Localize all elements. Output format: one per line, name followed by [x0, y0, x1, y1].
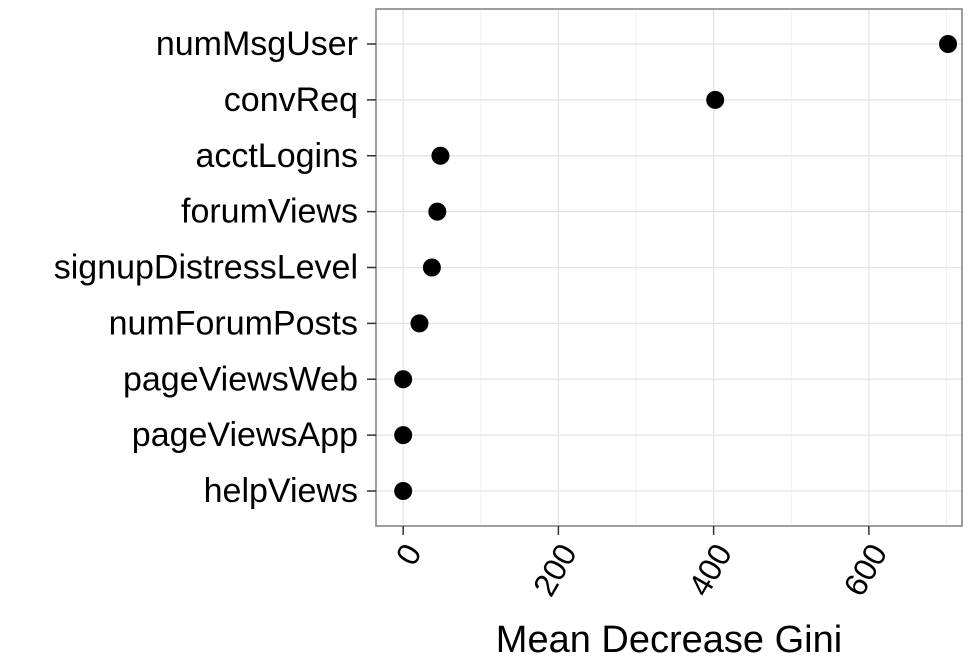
- y-axis-category-labels: numMsgUser convReq acctLogins forumViews sig…: [54, 25, 358, 510]
- x-axis-tick-labels: 0 200 400 600: [388, 538, 894, 602]
- y-category-label: numMsgUser: [156, 25, 358, 63]
- data-point: [939, 35, 958, 53]
- y-category-label: pageViewsWeb: [123, 360, 358, 398]
- y-category-label: signupDistressLevel: [54, 249, 358, 287]
- gridlines: [376, 9, 962, 526]
- x-tick-label: 600: [836, 538, 894, 602]
- x-tick-label: 200: [526, 538, 584, 602]
- x-tick-label: 400: [681, 538, 739, 602]
- data-points: [394, 35, 958, 500]
- y-category-label: helpViews: [204, 472, 358, 510]
- data-point: [431, 146, 450, 165]
- data-point: [410, 314, 429, 333]
- data-point: [422, 258, 441, 277]
- x-axis-title: Mean Decrease Gini: [496, 619, 842, 659]
- y-category-label: acctLogins: [195, 137, 358, 175]
- y-category-label: convReq: [224, 81, 358, 119]
- y-category-label: pageViewsApp: [132, 416, 358, 454]
- y-category-label: numForumPosts: [109, 304, 358, 342]
- data-point: [394, 370, 413, 389]
- x-tick-label: 0: [388, 538, 428, 571]
- data-point: [394, 426, 413, 445]
- data-point: [428, 202, 447, 221]
- y-category-label: forumViews: [181, 193, 358, 231]
- data-point: [394, 482, 413, 500]
- data-point: [706, 90, 725, 109]
- axis-ticks: [367, 43, 870, 535]
